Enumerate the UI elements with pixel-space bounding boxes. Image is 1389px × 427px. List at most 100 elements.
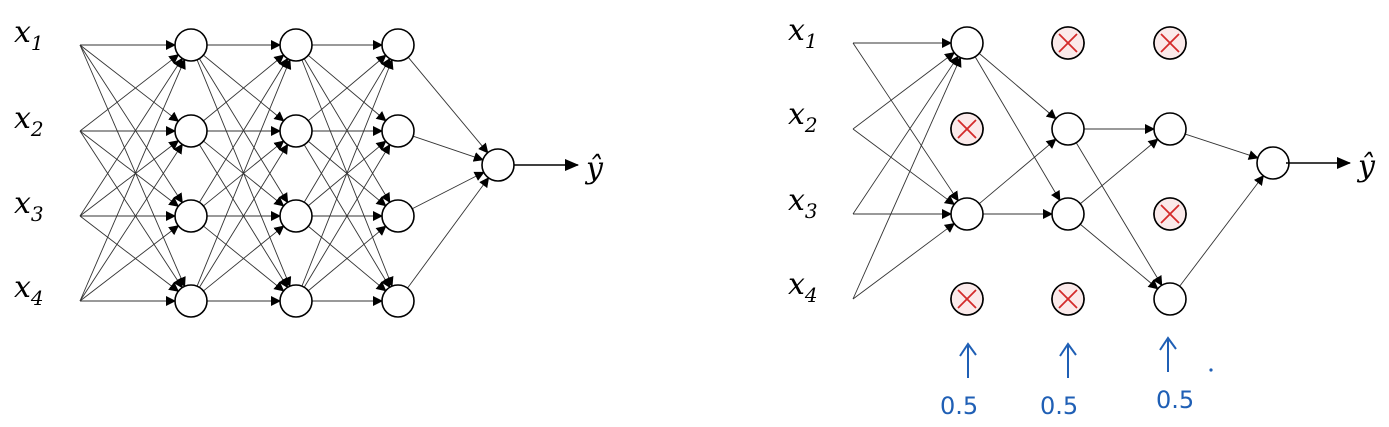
- left-nodes: [174, 28, 515, 318]
- neuron-l1-1: [174, 28, 208, 62]
- neuron-l3-4: [381, 284, 415, 318]
- right-input-label-3: x3: [788, 183, 818, 223]
- connection-edge: [978, 138, 1057, 205]
- connection-edge: [407, 177, 490, 289]
- neuron-circle: [174, 199, 208, 233]
- neuron-l2-2: [279, 114, 313, 148]
- connection-edge: [307, 54, 387, 122]
- neuron-circle: [1051, 112, 1085, 146]
- dropout-x-mark: [1160, 33, 1180, 53]
- left-network: x1 x2 x3 x4 ŷ: [14, 15, 604, 318]
- neuron-l1-2: [174, 114, 208, 148]
- neuron-l2-3: [1051, 197, 1085, 231]
- connection-edge: [974, 56, 1061, 202]
- connection-edge: [79, 225, 180, 302]
- neuron-circle: [279, 28, 313, 62]
- connection-edge: [79, 58, 186, 302]
- connection-edge: [308, 225, 387, 292]
- left-input-label-1: x1: [14, 15, 44, 55]
- connection-edge: [852, 55, 959, 215]
- right-output-label: ŷ: [1356, 149, 1376, 184]
- connection-edge: [199, 143, 289, 288]
- neuron-circle: [381, 199, 415, 233]
- neuron-circle: [950, 197, 984, 231]
- neuron-l1-4: [174, 284, 208, 318]
- connection-edge: [203, 54, 285, 122]
- neuron-l1-3: [950, 197, 984, 231]
- keep-prob-label-3: 0.5: [1156, 386, 1194, 414]
- neuron-circle: [381, 114, 415, 148]
- neuron-l1-1: [950, 26, 984, 60]
- dropped-neuron-l1-4: [950, 282, 984, 316]
- neuron-l2-4: [279, 284, 313, 318]
- dropped-neuron-l3-1: [1153, 26, 1187, 60]
- right-input-label-1: x1: [788, 13, 818, 53]
- connection-edge: [303, 57, 391, 203]
- connection-edge: [203, 225, 285, 292]
- dropout-x-mark: [957, 289, 977, 309]
- connection-edge: [1075, 142, 1163, 287]
- right-network: x1 x2 x3 x4 ŷ 0.5 0.5 0.5: [788, 13, 1376, 420]
- up-arrow-icon: [1159, 336, 1177, 372]
- connection-edge: [852, 42, 959, 202]
- dropout-x-mark: [1058, 289, 1078, 309]
- neuron-l3-2: [1153, 112, 1187, 146]
- neuron-l3-2: [381, 114, 415, 148]
- left-output-label: ŷ: [584, 151, 604, 186]
- connection-edge: [852, 52, 956, 130]
- neuron-l2-2: [1051, 112, 1085, 146]
- up-arrow-icon: [959, 342, 977, 378]
- connection-edge: [852, 128, 955, 206]
- connection-edge: [198, 57, 289, 203]
- keep-prob-annotation-2: 0.5: [1040, 342, 1078, 420]
- neuron-l2-1: [279, 28, 313, 62]
- output-neuron: [481, 148, 515, 182]
- connection-edge: [196, 58, 292, 287]
- right-nodes: [950, 26, 1290, 316]
- dropout-x-mark: [957, 119, 977, 139]
- connection-edge: [412, 171, 485, 210]
- connection-edge: [79, 130, 183, 289]
- connection-edge: [301, 58, 394, 287]
- neuron-circle: [174, 28, 208, 62]
- right-input-label-2: x2: [788, 97, 818, 137]
- connection-edge: [852, 56, 962, 300]
- left-input-label-2: x2: [14, 101, 44, 141]
- left-input-label-4: x4: [14, 270, 44, 310]
- connection-edge: [79, 44, 186, 288]
- connection-edge: [1179, 174, 1264, 287]
- neuron-circle: [174, 114, 208, 148]
- dropped-neuron-l1-2: [950, 112, 984, 146]
- right-edges: [852, 38, 1264, 300]
- dropped-neuron-l3-3: [1153, 197, 1187, 231]
- connection-edge: [79, 57, 183, 217]
- keep-prob-label-1: 0.5: [940, 392, 978, 420]
- connection-edge: [79, 130, 180, 207]
- neuron-circle: [381, 284, 415, 318]
- connection-edge: [407, 57, 489, 154]
- neuron-circle: [950, 26, 984, 60]
- neuron-l1-3: [174, 199, 208, 233]
- neuron-circle: [174, 284, 208, 318]
- neuron-circle: [279, 199, 313, 233]
- neuron-l3-3: [381, 199, 415, 233]
- dropout-x-mark: [1160, 204, 1180, 224]
- connection-edge: [1185, 133, 1259, 160]
- dropout-x-mark: [1058, 33, 1078, 53]
- dropped-neuron-l2-1: [1051, 26, 1085, 60]
- connection-edge: [79, 44, 183, 204]
- connection-edge: [79, 215, 180, 292]
- neuron-circle: [1153, 282, 1187, 316]
- connection-edge: [852, 222, 955, 300]
- keep-prob-annotation-3: 0.5: [1156, 336, 1213, 414]
- neuron-circle: [381, 28, 415, 62]
- connection-edge: [79, 54, 180, 132]
- right-input-label-4: x4: [788, 267, 818, 307]
- output-neuron: [1256, 146, 1290, 180]
- keep-prob-label-2: 0.5: [1040, 392, 1078, 420]
- neuron-circle: [1153, 112, 1187, 146]
- neuron-circle: [1051, 197, 1085, 231]
- connection-edge: [303, 143, 391, 288]
- connection-edge: [79, 44, 180, 122]
